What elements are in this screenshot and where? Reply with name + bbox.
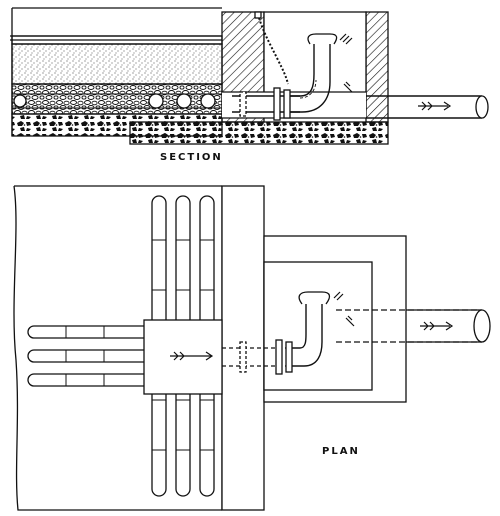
- chain: [257, 13, 289, 85]
- elbow-pipe-section: [290, 44, 331, 113]
- sand-layer: [11, 43, 223, 85]
- outlet-end-plan: [473, 309, 491, 343]
- flow-arrows-plan: [170, 291, 454, 361]
- outlet-end-section: [475, 95, 489, 119]
- plan-view: [13, 185, 491, 511]
- outlet-pipe-section: [366, 95, 482, 119]
- section-caption: SECTION: [160, 152, 223, 163]
- chamber-wall-right: [365, 11, 389, 123]
- rubble-base: [129, 121, 389, 145]
- flow-arrows-section: [339, 33, 452, 111]
- ground-surface-line: [10, 35, 222, 41]
- field-boundary: [13, 185, 222, 511]
- drain-laterals-horizontal: [27, 325, 153, 387]
- bell-mouth-section: [307, 33, 338, 45]
- plan-caption: PLAN: [322, 446, 360, 457]
- bell-mouth-plan: [298, 291, 331, 305]
- section-view: [10, 7, 489, 145]
- elbow-pipe-plan: [292, 304, 323, 367]
